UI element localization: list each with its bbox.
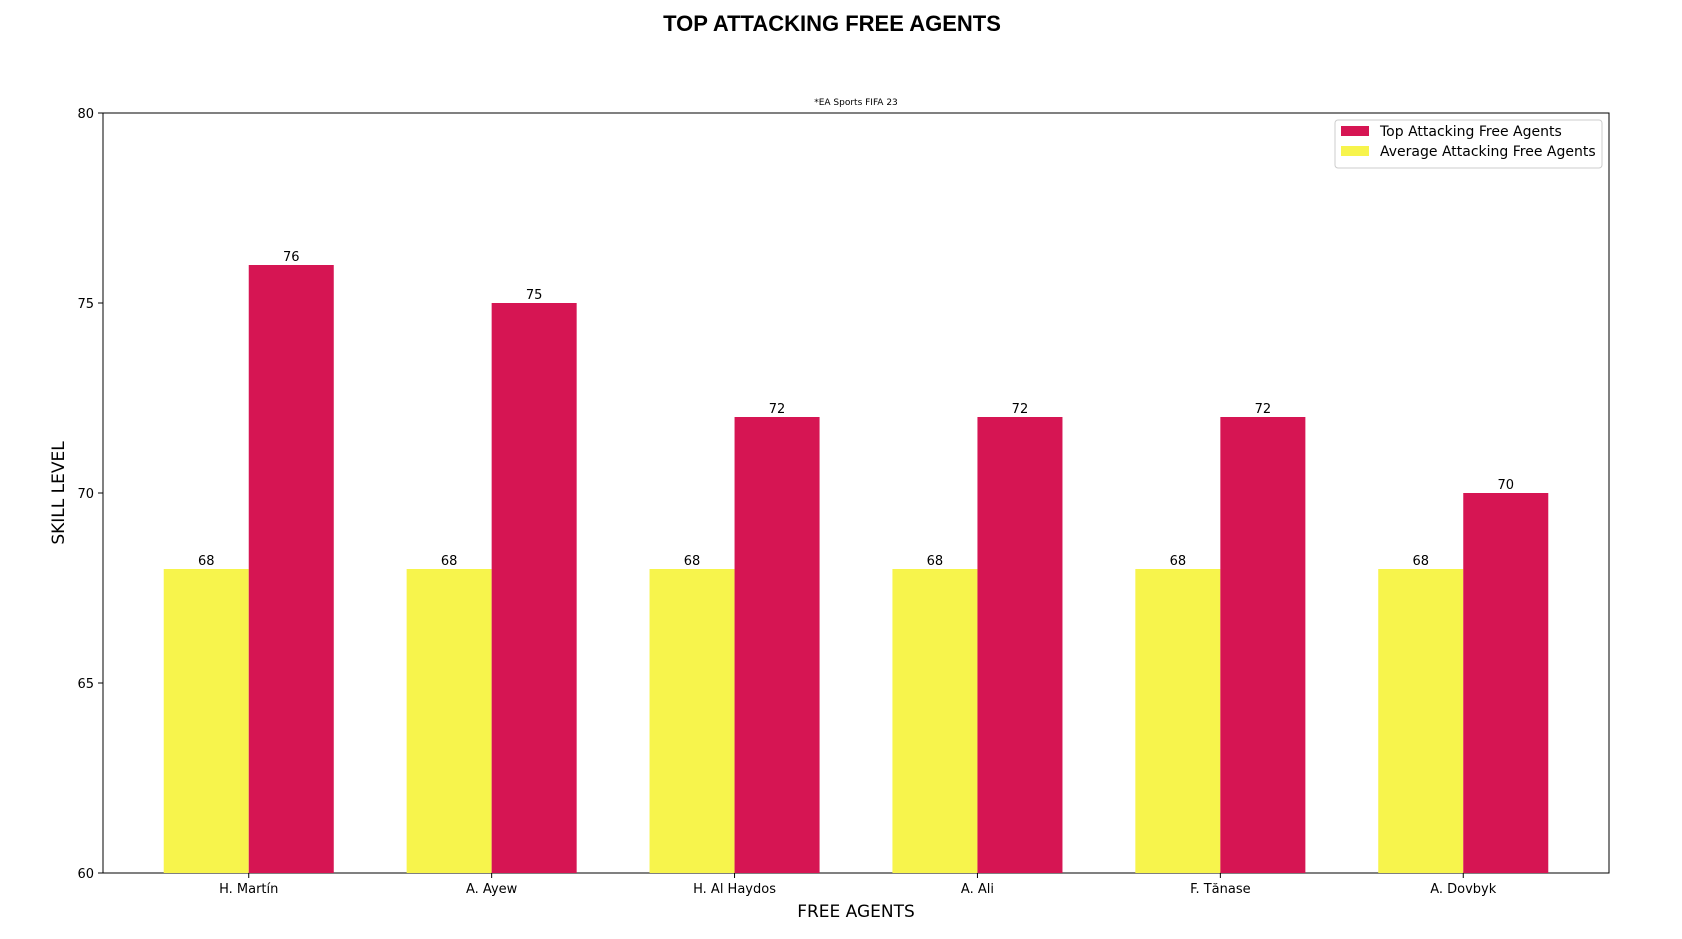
bars-group	[163, 265, 1549, 873]
y-tick-label: 75	[77, 297, 94, 312]
top-bar	[491, 303, 577, 873]
x-tick-label: A. Dovbyk	[1430, 882, 1497, 897]
average-bar	[649, 569, 735, 873]
legend-entry-label: Top Attacking Free Agents	[1379, 124, 1562, 140]
chart-subtitle: *EA Sports FIFA 23	[814, 98, 898, 108]
top-bar	[977, 417, 1063, 873]
y-tick-label: 65	[77, 677, 94, 692]
y-tick-label: 80	[77, 107, 94, 122]
top-bar-value-label: 72	[769, 402, 786, 417]
y-tick-label: 60	[77, 867, 94, 882]
average-bar-value-label: 68	[1412, 554, 1429, 569]
average-bar-value-label: 68	[927, 554, 944, 569]
average-bar	[406, 569, 492, 873]
data-labels-group: 68 68 68 68 68 68 76 75 72 72 72 70	[198, 250, 1514, 569]
legend-entry-label: Average Attacking Free Agents	[1380, 144, 1596, 160]
top-bar	[248, 265, 334, 873]
legend-swatch	[1341, 146, 1369, 156]
x-tick-label: A. Ali	[961, 882, 994, 897]
average-bar-value-label: 68	[441, 554, 458, 569]
average-bar-value-label: 68	[198, 554, 215, 569]
top-bar-value-label: 70	[1497, 478, 1514, 493]
y-axis: 60 65 70 75 80	[77, 107, 103, 882]
x-axis-label: FREE AGENTS	[797, 902, 915, 922]
top-bar	[1463, 493, 1549, 873]
x-tick-label: H. Martín	[219, 882, 278, 897]
average-bar	[1378, 569, 1464, 873]
top-bar-value-label: 72	[1012, 402, 1029, 417]
top-bar-value-label: 75	[526, 288, 543, 303]
average-bar-value-label: 68	[1170, 554, 1187, 569]
x-tick-label: H. Al Haydos	[693, 882, 776, 897]
top-bar-value-label: 76	[283, 250, 300, 265]
average-bar	[892, 569, 978, 873]
legend: Top Attacking Free Agents Average Attacki…	[1334, 119, 1603, 169]
average-bar	[1135, 569, 1221, 873]
top-bar	[734, 417, 820, 873]
chart-title: TOP ATTACKING FREE AGENTS	[663, 11, 1001, 36]
average-bar	[163, 569, 249, 873]
top-bar	[1220, 417, 1306, 873]
y-axis-label: SKILL LEVEL	[49, 441, 69, 545]
top-bar-value-label: 72	[1255, 402, 1272, 417]
y-tick-label: 70	[77, 487, 94, 502]
x-tick-label: F. Tănase	[1190, 882, 1251, 897]
legend-box	[1334, 119, 1603, 169]
x-axis: H. Martín A. Ayew H. Al Haydos A. Ali F. Tăn…	[219, 873, 1497, 897]
legend-swatch	[1341, 126, 1369, 136]
x-tick-label: A. Ayew	[466, 882, 518, 897]
average-bar-value-label: 68	[684, 554, 701, 569]
